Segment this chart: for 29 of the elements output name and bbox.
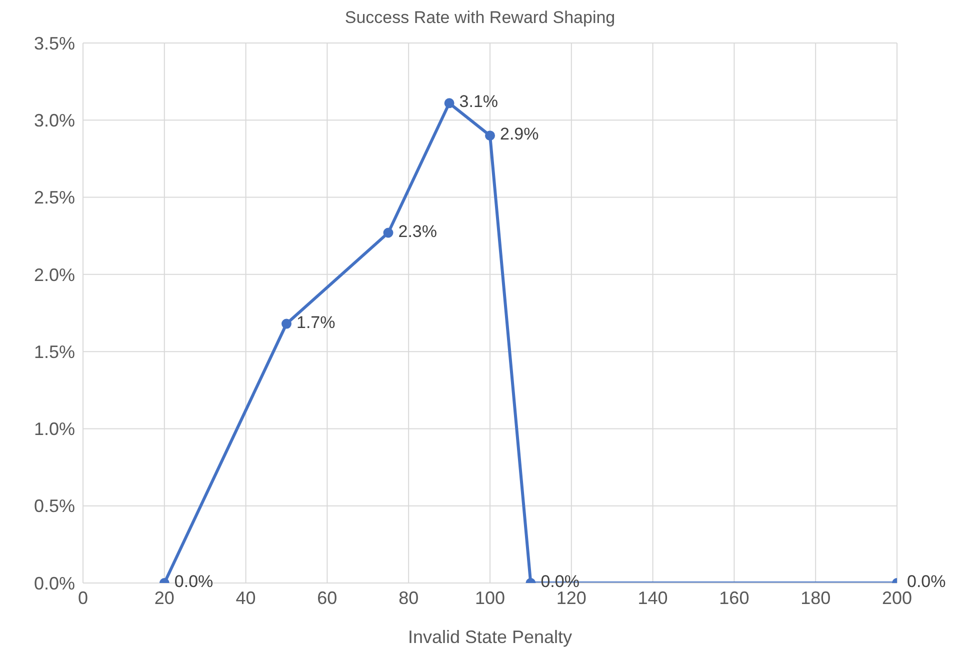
point (282, 318, 292, 329)
data-label: 2.3% (398, 222, 437, 241)
data-label: 2.9% (500, 124, 539, 144)
x-tick-label: 160 (719, 588, 750, 608)
x-tick-label: 180 (800, 588, 831, 608)
x-tick-label: 80 (398, 588, 419, 608)
y-tick-label: 3.0% (34, 110, 75, 131)
y-tick-label: 0.0% (34, 573, 75, 594)
y-tick-label: 2.0% (34, 264, 75, 285)
y-tick-label: 1.5% (34, 342, 75, 362)
point (383, 228, 394, 238)
x-tick-label: 20 (154, 588, 174, 608)
y-tick-label: 2.5% (34, 188, 75, 208)
chart-title: Success Rate with Reward Shaping (344, 8, 616, 28)
x-tick-label: 140 (638, 588, 668, 608)
point (485, 130, 495, 141)
y-tick-label: 1.0% (34, 419, 75, 440)
data-label: 1.7% (296, 312, 336, 332)
x-tick-label: 0 (78, 588, 88, 608)
x-tick-label: 120 (556, 588, 586, 608)
y-tick-label: 3.5% (34, 33, 75, 54)
data-label: 0.0% (174, 572, 214, 591)
point (444, 98, 454, 108)
x-tick-label: 60 (317, 588, 338, 608)
x-tick-label: 40 (236, 588, 256, 608)
x-tick-label: 100 (474, 588, 506, 608)
data-label: 3.1% (459, 92, 498, 112)
y-tick-label: 0.5% (34, 496, 75, 516)
x-axis-title: Invalid State Penalty (408, 627, 572, 647)
